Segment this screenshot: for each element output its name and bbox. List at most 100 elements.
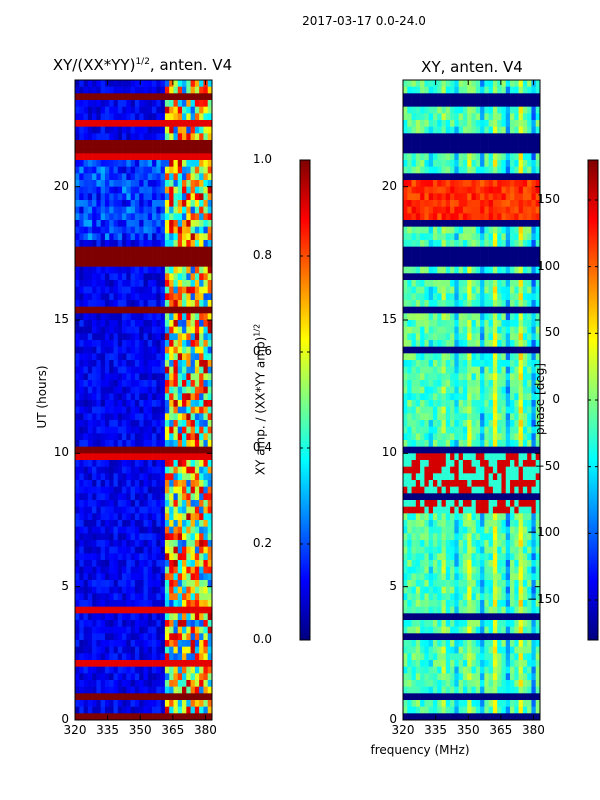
heatmap1-cell (134, 693, 140, 701)
heatmap1-cell (75, 386, 80, 394)
heatmap2-cell (497, 80, 502, 87)
heatmap1-cell (113, 613, 119, 621)
heatmap1-cell (96, 80, 101, 87)
heatmap2-cell (441, 466, 447, 474)
heatmap1-cell (147, 633, 153, 641)
heatmap1-cell (96, 493, 101, 501)
heatmap1-cell (83, 633, 89, 641)
heatmap1-cell (173, 206, 179, 214)
heatmap1-cell (92, 306, 97, 314)
heatmap2-cell (510, 300, 515, 307)
heatmap1-cell (156, 333, 161, 341)
heatmap1-cell (199, 613, 204, 621)
heatmap2-cell (505, 120, 511, 127)
heatmap1-cell (75, 366, 80, 374)
heatmap1-cell (156, 273, 161, 281)
heatmap1-cell (96, 413, 101, 421)
heatmap1-cell (177, 153, 183, 161)
heatmap1-cell (190, 626, 196, 634)
heatmap1-cell (177, 260, 183, 267)
heatmap1-cell (156, 693, 161, 701)
heatmap1-cell (177, 673, 183, 681)
heatmap1-cell (122, 113, 127, 121)
heatmap1-cell (96, 360, 101, 367)
heatmap1-cell (182, 353, 187, 361)
heatmap2-cell (510, 420, 515, 427)
heatmap1-cell (156, 266, 161, 274)
heatmap2-cell (471, 140, 477, 147)
heatmap2-cell (475, 266, 481, 274)
heatmap1-cell (177, 253, 183, 261)
heatmap2-cell (450, 213, 455, 221)
heatmap1-cell (186, 700, 191, 707)
heatmap1-cell (199, 300, 204, 307)
heatmap1-cell (113, 353, 119, 361)
heatmap1-cell (147, 600, 153, 607)
heatmap1-cell (152, 713, 157, 721)
heatmap2-cell (428, 286, 434, 294)
heatmap1-cell (207, 193, 213, 201)
heatmap1-cell (117, 153, 123, 161)
heatmap1-cell (113, 253, 119, 261)
heatmap2-cell (432, 140, 438, 147)
heatmap1-cell (143, 260, 149, 267)
heatmap2-cell (428, 186, 434, 194)
heatmap2-cell (454, 93, 459, 101)
heatmap1-cell (203, 480, 209, 487)
heatmap1-cell (126, 493, 131, 501)
heatmap1-cell (147, 153, 153, 161)
heatmap2-cell (462, 273, 468, 281)
heatmap1-cell (87, 566, 93, 574)
heatmap1-cell (126, 593, 131, 601)
heatmap1-cell (130, 80, 136, 87)
heatmap1-cell (139, 333, 144, 341)
heatmap2-cell (411, 466, 417, 474)
heatmap1-cell (147, 300, 153, 307)
heatmap1-cell (160, 673, 166, 681)
heatmap1-cell (104, 380, 110, 387)
heatmap1-cell (190, 86, 196, 94)
heatmap2-cell (415, 413, 421, 421)
heatmap1-cell (109, 220, 114, 227)
heatmap1-cell (79, 686, 84, 694)
heatmap1-cell (83, 326, 89, 334)
heatmap2-cell (462, 260, 468, 267)
heatmap2-cell (415, 466, 421, 474)
heatmap2-cell (415, 180, 421, 187)
heatmap1-cell (100, 400, 106, 407)
heatmap2-cell (497, 460, 502, 467)
heatmap1-cell (134, 666, 140, 674)
heatmap1-cell (100, 713, 106, 721)
heatmap2-cell (527, 346, 532, 354)
heatmap2-cell (514, 360, 519, 367)
heatmap1-cell (100, 466, 106, 474)
heatmap1-cell (104, 180, 110, 187)
heatmap1-cell (122, 220, 127, 227)
heatmap2-cell (527, 293, 532, 301)
heatmap2-cell (441, 93, 447, 101)
heatmap1-cell (169, 186, 174, 194)
heatmap2-cell (441, 206, 447, 214)
heatmap2-cell (484, 240, 489, 247)
heatmap1-cell (169, 513, 174, 521)
heatmap1-cell (199, 153, 204, 161)
heatmap1-cell (104, 266, 110, 274)
heatmap2-cell (488, 286, 494, 294)
heatmap1-cell (130, 426, 136, 434)
heatmap1-cell (173, 620, 179, 627)
heatmap2-cell (462, 466, 468, 474)
heatmap1-cell (147, 540, 153, 547)
heatmap2-cell (411, 86, 417, 94)
heatmap1-cell (194, 653, 200, 661)
heatmap1-cell (143, 413, 149, 421)
heatmap2-cell (535, 333, 541, 341)
heatmap1-cell (130, 633, 136, 641)
heatmap1-cell (207, 493, 213, 501)
heatmap2-cell (475, 300, 481, 307)
heatmap2-cell (488, 420, 494, 427)
heatmap1-cell (203, 486, 209, 494)
heatmap2-cell (403, 146, 408, 154)
heatmap1-cell (122, 306, 127, 314)
heatmap1-cell (143, 106, 149, 114)
heatmap1-cell (173, 506, 179, 514)
